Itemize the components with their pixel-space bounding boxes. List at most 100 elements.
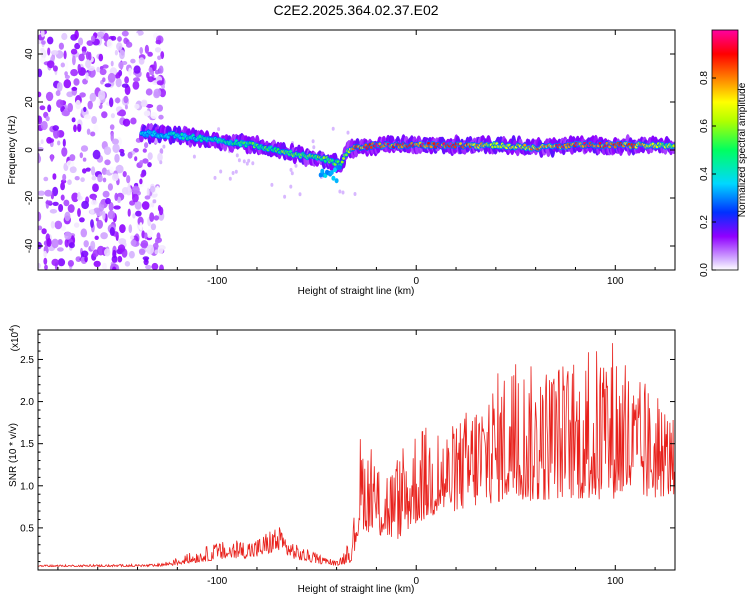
noise-blob	[155, 238, 159, 245]
colorbar-tick-label: 0.0	[699, 263, 710, 277]
noise-blob	[103, 32, 109, 42]
noise-blob	[237, 158, 241, 163]
noise-blob	[74, 176, 80, 181]
noise-blob	[77, 191, 81, 200]
snr-y-tick-label: 2.0	[20, 397, 34, 408]
noise-blob	[57, 258, 66, 267]
snr-y-tick-label: 2.5	[20, 355, 34, 366]
noise-blob	[43, 176, 49, 182]
noise-blob	[52, 201, 59, 206]
noise-blob	[100, 200, 106, 205]
noise-blob	[44, 189, 53, 197]
noise-blob	[114, 192, 118, 201]
noise-blob	[127, 182, 131, 193]
spectrogram-y-tick-label: 20	[24, 96, 35, 108]
noise-blob	[146, 244, 155, 255]
noise-blob	[44, 264, 48, 270]
noise-blob	[289, 167, 293, 172]
noise-blob	[111, 255, 118, 263]
spectrogram-y-tick-label: -40	[24, 238, 35, 253]
noise-blob	[73, 124, 77, 133]
noise-blob	[127, 151, 133, 159]
noise-blob	[111, 173, 119, 182]
noise-blob	[156, 232, 161, 240]
noise-blob	[93, 124, 99, 134]
ridge-core	[344, 153, 348, 157]
snr-x-tick-label: -100	[207, 576, 227, 587]
noise-blob	[78, 37, 84, 46]
noise-blob	[133, 77, 141, 82]
noise-blob	[160, 51, 165, 60]
snr-x-tick-label: 100	[607, 576, 624, 587]
noise-blob	[109, 166, 114, 174]
noise-blob	[38, 115, 43, 125]
noise-blob	[117, 196, 121, 203]
noise-blob	[121, 83, 129, 88]
noise-blob	[127, 208, 131, 217]
noise-blob	[128, 224, 133, 234]
noise-blob	[46, 60, 55, 69]
noise-blob	[154, 69, 160, 75]
noise-blob	[128, 250, 135, 259]
noise-blob	[53, 129, 60, 139]
noise-blob	[69, 166, 77, 174]
noise-blob	[81, 200, 89, 210]
noise-blob	[289, 184, 293, 189]
noise-blob	[132, 81, 140, 90]
ridge-cell	[331, 175, 336, 181]
noise-blob	[156, 80, 164, 86]
noise-blob	[65, 61, 69, 71]
noise-blob	[92, 149, 101, 160]
noise-blob	[58, 42, 64, 50]
snr-scale-base: (x10	[10, 331, 21, 351]
noise-blob	[47, 104, 52, 113]
noise-blob	[82, 168, 87, 174]
noise-blob	[134, 201, 142, 210]
spectrogram-x-tick-label: 100	[607, 276, 624, 287]
noise-blob	[144, 195, 151, 200]
noise-blob	[219, 169, 223, 174]
snr-x-tick-label: 0	[413, 576, 419, 587]
noise-blob	[68, 242, 75, 249]
noise-blob	[40, 47, 45, 53]
noise-blob	[73, 78, 80, 86]
ridge-core	[672, 144, 675, 148]
ridge-core	[598, 141, 602, 145]
noise-blob	[89, 209, 95, 215]
noise-blob	[109, 227, 115, 236]
noise-blob	[91, 166, 96, 176]
noise-blob	[96, 31, 105, 37]
noise-blob	[94, 235, 99, 240]
noise-blob	[104, 248, 111, 257]
noise-blob	[96, 66, 100, 73]
noise-blob	[121, 30, 129, 37]
noise-blob	[38, 154, 42, 164]
noise-blob	[92, 183, 99, 192]
noise-blob	[97, 90, 106, 100]
noise-blob	[134, 156, 138, 162]
noise-blob	[64, 211, 71, 222]
noise-blob	[341, 190, 345, 195]
noise-blob	[122, 118, 131, 127]
noise-blob	[139, 222, 143, 231]
noise-blob	[67, 179, 72, 185]
noise-blob	[90, 200, 98, 206]
noise-blob	[50, 50, 59, 56]
noise-blob	[353, 192, 357, 196]
noise-blob	[46, 238, 52, 247]
noise-blob	[157, 152, 163, 162]
noise-blob	[110, 35, 117, 41]
noise-blob	[52, 125, 59, 131]
ridge-core	[369, 145, 373, 149]
noise-blob	[85, 167, 91, 172]
noise-blob	[62, 138, 66, 147]
noise-blob	[125, 41, 133, 48]
noise-blob	[157, 205, 162, 212]
snr-series-line	[38, 343, 675, 568]
ridge-cell	[320, 168, 325, 174]
noise-blob	[50, 221, 55, 229]
noise-blob	[104, 159, 111, 166]
ridge-core	[322, 156, 326, 160]
noise-blob	[109, 124, 115, 130]
